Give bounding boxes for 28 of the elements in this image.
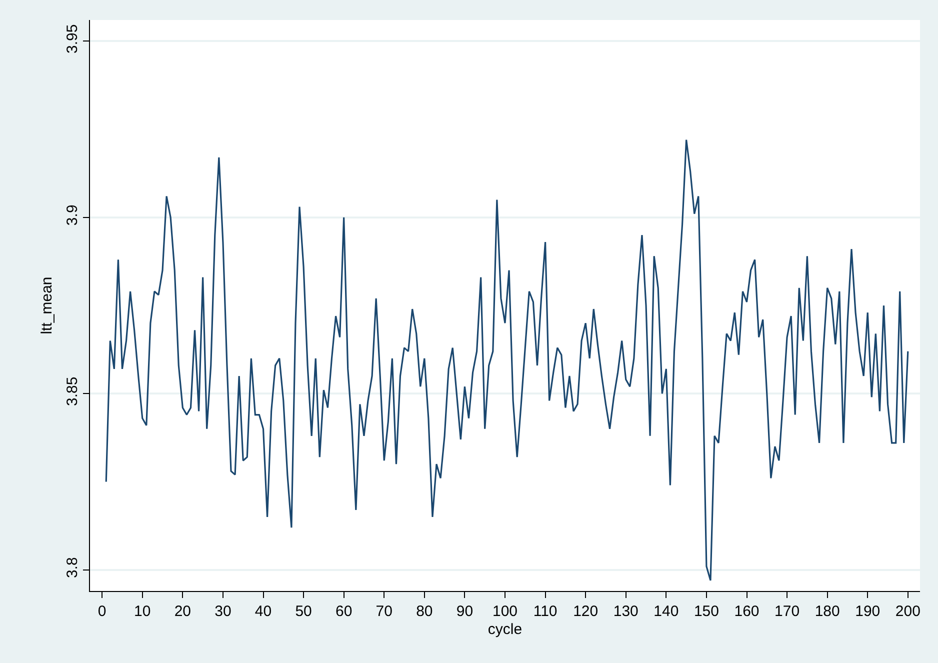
x-tick-label: 120 xyxy=(573,603,598,620)
x-tick-label: 130 xyxy=(613,603,638,620)
x-tick-label: 50 xyxy=(295,603,312,620)
x-tick-label: 0 xyxy=(98,603,106,620)
x-tick-label: 110 xyxy=(533,603,558,620)
y-axis-title: ltt_mean xyxy=(38,276,56,334)
x-tick-label: 10 xyxy=(134,603,151,620)
x-tick-label: 140 xyxy=(654,603,679,620)
x-tick-label: 200 xyxy=(895,603,920,620)
x-axis-title: cycle xyxy=(488,621,522,638)
y-tick-label: 3.95 xyxy=(64,24,81,54)
y-tick-label: 3.9 xyxy=(64,204,81,226)
x-tick-label: 190 xyxy=(855,603,880,620)
x-tick-label: 30 xyxy=(214,603,232,620)
x-tick-label: 40 xyxy=(254,603,272,620)
y-tick-label: 3.85 xyxy=(64,376,81,406)
x-tick-label: 180 xyxy=(814,603,840,620)
x-tick-label: 60 xyxy=(335,603,352,620)
x-tick-label: 90 xyxy=(456,603,474,620)
x-tick-label: 100 xyxy=(492,603,518,620)
x-tick-label: 160 xyxy=(734,603,760,620)
x-tick-label: 20 xyxy=(174,603,192,620)
x-tick-label: 70 xyxy=(376,603,392,620)
x-tick-label: 170 xyxy=(774,603,800,620)
y-tick-label: 3.8 xyxy=(64,557,81,578)
x-tick-label: 150 xyxy=(694,603,719,620)
line-series xyxy=(105,139,909,582)
x-tick-label: 80 xyxy=(416,603,433,620)
